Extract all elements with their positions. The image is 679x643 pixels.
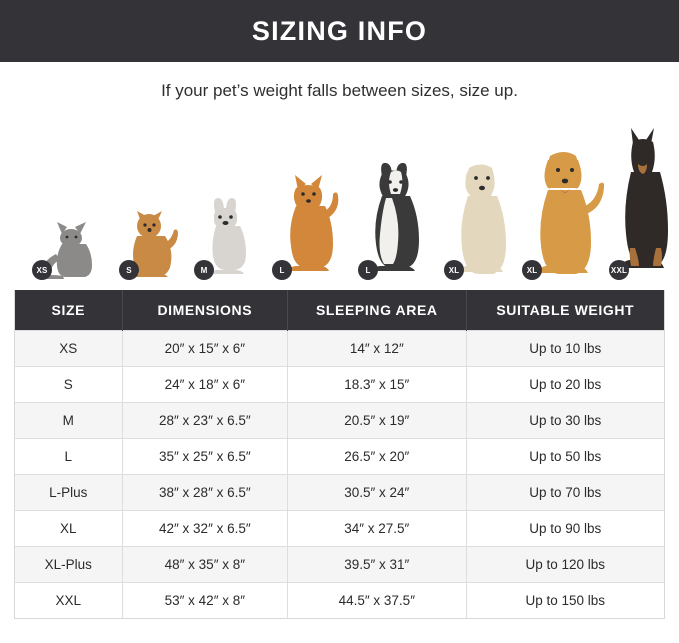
size-badge-xl-2: XL xyxy=(522,260,542,280)
table-row: XL 42″ x 32″ x 6.5″ 34″ x 27.5″ Up to 90… xyxy=(15,510,664,547)
table-row: L-Plus 38″ x 28″ x 6.5″ 30.5″ x 24″ Up t… xyxy=(15,474,664,511)
size-badge-l-2: L xyxy=(358,260,378,280)
cell-sleeping-area: 18.3″ x 15″ xyxy=(287,366,467,403)
doberman-icon xyxy=(620,128,668,268)
cell-suitable-weight: Up to 90 lbs xyxy=(466,510,664,547)
cell-suitable-weight: Up to 70 lbs xyxy=(466,474,664,511)
pomeranian-icon xyxy=(130,211,178,277)
cell-sleeping-area: 26.5″ x 20″ xyxy=(287,438,467,475)
table-row: XL-Plus 48″ x 35″ x 8″ 39.5″ x 31″ Up to… xyxy=(15,546,664,583)
table-row: M 28″ x 23″ x 6.5″ 20.5″ x 19″ Up to 30 … xyxy=(15,402,664,439)
subtitle-container: If your pet’s weight falls between sizes… xyxy=(0,62,679,120)
border-collie-icon xyxy=(371,162,419,271)
shiba-inu-icon xyxy=(287,175,339,271)
cell-sleeping-area: 14″ x 12″ xyxy=(287,330,467,367)
pet-m: M xyxy=(194,192,262,280)
labrador-icon xyxy=(457,164,506,274)
cell-size: L xyxy=(15,438,123,475)
french-bulldog-illustration: M xyxy=(194,192,262,280)
cell-size: XL-Plus xyxy=(15,546,123,583)
col-header-size: SIZE xyxy=(15,290,123,331)
pet-xl-1: XL xyxy=(444,154,522,280)
col-header-sleeping-area: SLEEPING AREA xyxy=(287,290,467,331)
size-badge-m: M xyxy=(194,260,214,280)
cell-dimensions: 24″ x 18″ x 6″ xyxy=(122,366,289,403)
col-header-dimensions: DIMENSIONS xyxy=(122,290,289,331)
cell-dimensions: 20″ x 15″ x 6″ xyxy=(122,330,289,367)
table-row: XS 20″ x 15″ x 6″ 14″ x 12″ Up to 10 lbs xyxy=(15,330,664,367)
french-bulldog-icon xyxy=(208,198,246,274)
cell-dimensions: 28″ x 23″ x 6.5″ xyxy=(122,402,289,439)
doberman-illustration: XXL xyxy=(609,128,679,280)
cell-suitable-weight: Up to 30 lbs xyxy=(466,402,664,439)
golden-retriever-icon xyxy=(536,152,605,274)
cell-sleeping-area: 39.5″ x 31″ xyxy=(287,546,467,583)
size-badge-xxl: XXL xyxy=(609,260,629,280)
size-badge-l-1: L xyxy=(272,260,292,280)
pomeranian-illustration: S xyxy=(119,200,185,280)
cell-suitable-weight: Up to 50 lbs xyxy=(466,438,664,475)
cell-sleeping-area: 20.5″ x 19″ xyxy=(287,402,467,439)
cell-suitable-weight: Up to 150 lbs xyxy=(466,582,664,618)
border-collie-illustration: L xyxy=(358,158,438,280)
pet-xs: XS xyxy=(32,214,106,280)
table-row: L 35″ x 25″ x 6.5″ 26.5″ x 20″ Up to 50 … xyxy=(15,438,664,475)
pet-xl-2: XL xyxy=(522,144,618,280)
cell-size: S xyxy=(15,366,123,403)
shiba-inu-illustration: L xyxy=(272,170,352,280)
table-row: XXL 53″ x 42″ x 8″ 44.5″ x 37.5″ Up to 1… xyxy=(15,582,664,618)
sizing-table: SIZE DIMENSIONS SLEEPING AREA SUITABLE W… xyxy=(15,290,664,618)
size-badge-xl-1: XL xyxy=(444,260,464,280)
cell-sleeping-area: 30.5″ x 24″ xyxy=(287,474,467,511)
cell-sleeping-area: 44.5″ x 37.5″ xyxy=(287,582,467,618)
cell-suitable-weight: Up to 10 lbs xyxy=(466,330,664,367)
cell-size: XS xyxy=(15,330,123,367)
size-badge-s: S xyxy=(119,260,139,280)
cell-size: XL xyxy=(15,510,123,547)
golden-retriever-illustration: XL xyxy=(522,144,618,280)
pet-l-2: L xyxy=(358,158,438,280)
cell-size: M xyxy=(15,402,123,439)
col-header-suitable-weight: SUITABLE WEIGHT xyxy=(466,290,664,331)
cell-size: XXL xyxy=(15,582,123,618)
cell-dimensions: 35″ x 25″ x 6.5″ xyxy=(122,438,289,475)
cell-dimensions: 38″ x 28″ x 6.5″ xyxy=(122,474,289,511)
pet-l-1: L xyxy=(272,170,352,280)
cat-illustration: XS xyxy=(32,214,106,280)
table-row: S 24″ x 18″ x 6″ 18.3″ x 15″ Up to 20 lb… xyxy=(15,366,664,403)
page-title: SIZING INFO xyxy=(251,15,428,46)
pet-s: S xyxy=(119,200,185,280)
sizing-table-container: SIZE DIMENSIONS SLEEPING AREA SUITABLE W… xyxy=(14,290,665,619)
cell-suitable-weight: Up to 120 lbs xyxy=(466,546,664,583)
page-header: SIZING INFO xyxy=(0,0,679,62)
cell-dimensions: 53″ x 42″ x 8″ xyxy=(122,582,289,618)
cell-suitable-weight: Up to 20 lbs xyxy=(466,366,664,403)
cell-sleeping-area: 34″ x 27.5″ xyxy=(287,510,467,547)
pet-xxl: XXL xyxy=(609,128,679,280)
table-header-row: SIZE DIMENSIONS SLEEPING AREA SUITABLE W… xyxy=(15,290,664,331)
subtitle-text: If your pet’s weight falls between sizes… xyxy=(161,81,518,100)
labrador-illustration: XL xyxy=(444,154,522,280)
pet-illustration-row: XS S xyxy=(14,120,668,280)
table-head: SIZE DIMENSIONS SLEEPING AREA SUITABLE W… xyxy=(15,290,664,331)
size-badge-xs: XS xyxy=(32,260,52,280)
cell-dimensions: 42″ x 32″ x 6.5″ xyxy=(122,510,289,547)
cell-size: L-Plus xyxy=(15,474,123,511)
table-body: XS 20″ x 15″ x 6″ 14″ x 12″ Up to 10 lbs… xyxy=(15,330,664,618)
cell-dimensions: 48″ x 35″ x 8″ xyxy=(122,546,289,583)
